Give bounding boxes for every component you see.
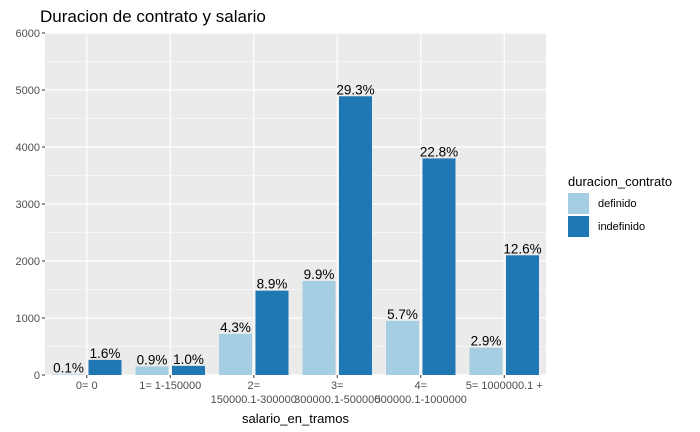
bar-definido: [52, 374, 85, 375]
bar-definido: [219, 333, 252, 375]
data-label-indefinido: 22.8%: [420, 144, 458, 159]
legend-key-definido: [568, 193, 589, 214]
data-label-definido: 0.1%: [53, 360, 84, 375]
legend-title: duracion_contrato: [568, 174, 672, 189]
bar-definido: [386, 320, 419, 375]
y-tick-label: 5000: [16, 85, 40, 97]
bar-indefinido: [339, 96, 372, 376]
legend-key-indefinido: [568, 216, 589, 237]
y-tick-label: 0: [34, 370, 40, 382]
data-label-definido: 4.3%: [220, 320, 251, 335]
y-tick-label: 3000: [16, 199, 40, 211]
bar-indefinido: [255, 290, 289, 375]
bar-definido: [302, 280, 336, 375]
bar-definido: [135, 366, 169, 375]
data-label-indefinido: 12.6%: [503, 241, 541, 256]
data-label-definido: 5.7%: [387, 307, 418, 322]
bar-definido: [469, 347, 503, 375]
bar-indefinido: [88, 359, 122, 375]
data-label-indefinido: 29.3%: [336, 82, 374, 97]
legend: duracion_contrato definido indefinido: [568, 174, 672, 237]
legend-label-definido: definido: [598, 198, 637, 210]
data-labels: 0.1% 0.9% 4.3% 9.9% 5.7% 2.9% 1.6% 1.0% 8.9% 29.3…: [53, 82, 542, 375]
data-label-definido: 9.9%: [304, 267, 335, 282]
x-tick-label: 0= 0: [76, 380, 98, 392]
y-tick-label: 4000: [16, 142, 40, 154]
data-label-indefinido: 8.9%: [257, 277, 288, 292]
data-label-definido: 0.9%: [137, 352, 168, 367]
bars: [52, 96, 539, 376]
bar-indefinido: [506, 255, 539, 375]
grid-lines: [45, 32, 546, 376]
x-axis-title: salario_en_tramos: [242, 411, 349, 426]
bar-indefinido: [422, 158, 456, 375]
legend-label-indefinido: indefinido: [598, 221, 645, 233]
y-tick-label: 1000: [16, 313, 40, 325]
chart-title: Duracion de contrato y salario: [40, 7, 266, 26]
y-axis-ticks: 0 1000 2000 3000 4000 5000 6000: [16, 28, 45, 382]
x-tick-label: 5= 1000000.1 +: [466, 380, 543, 392]
x-tick-label: 2= 150000.1-300000: [211, 380, 297, 406]
x-tick-label: 3= 300000.1-500000: [294, 380, 380, 406]
y-tick-label: 2000: [16, 256, 40, 268]
data-label-indefinido: 1.6%: [90, 346, 121, 361]
x-tick-label: 1= 1-150000: [139, 380, 201, 392]
data-label-definido: 2.9%: [471, 334, 502, 349]
bar-indefinido: [172, 365, 205, 375]
x-tick-label: 4= 500000.1-1000000: [375, 380, 467, 406]
y-tick-label: 6000: [16, 28, 40, 40]
data-label-indefinido: 1.0%: [173, 352, 204, 367]
